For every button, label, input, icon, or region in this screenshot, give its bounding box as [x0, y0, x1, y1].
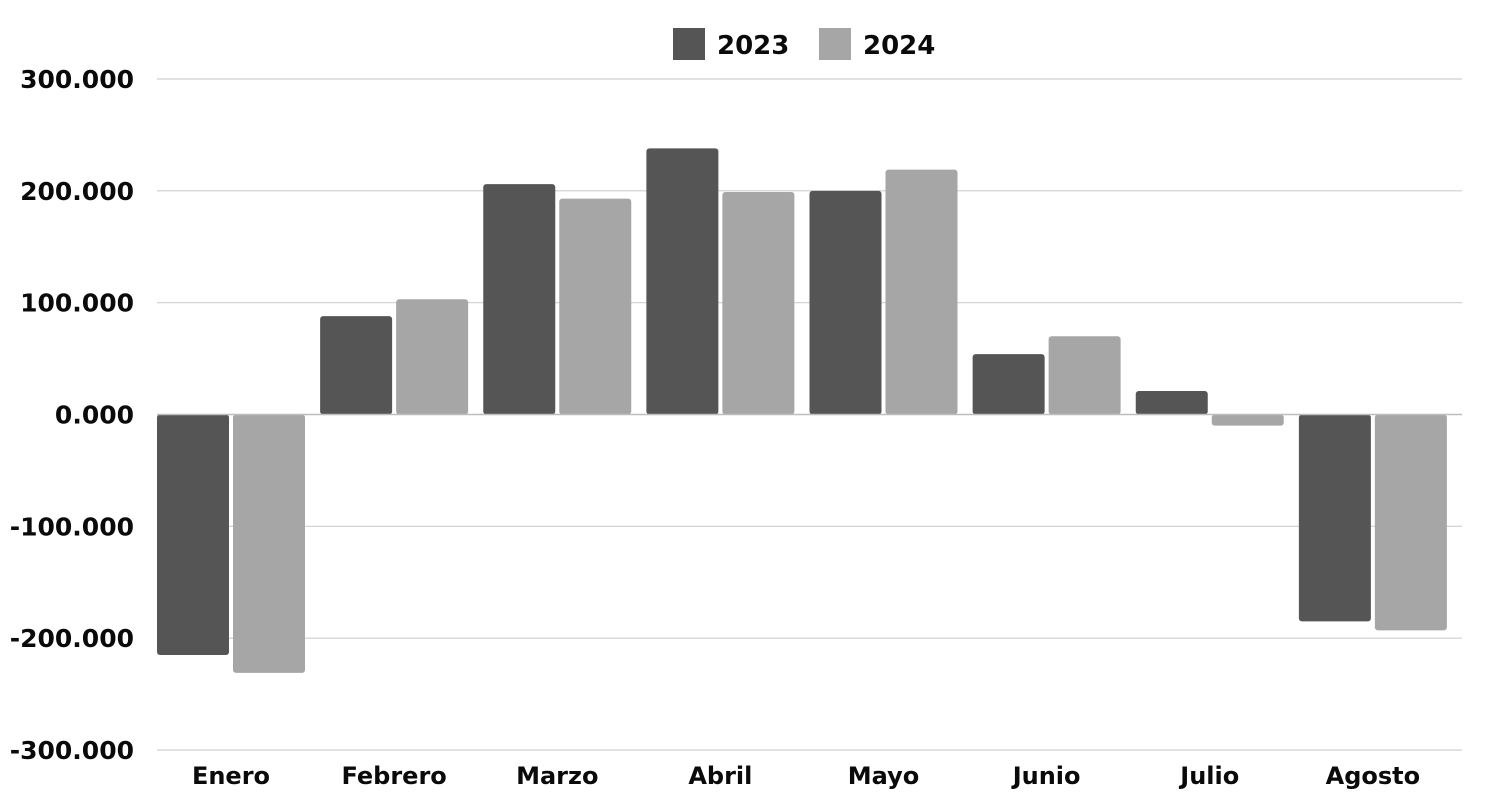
legend-swatch-2024 — [819, 28, 851, 60]
y-tick-label: -200.000 — [10, 624, 134, 653]
bar-2023-julio — [1135, 391, 1208, 415]
bar-2023-mayo — [809, 190, 882, 415]
bar-2024-enero — [233, 414, 305, 673]
x-category-label: Julio — [1178, 762, 1239, 790]
bar-2023-agosto — [1298, 414, 1371, 622]
bar-2023-abril — [646, 148, 719, 415]
bar-2024-febrero — [396, 299, 469, 415]
x-category-label: Abril — [688, 762, 752, 790]
y-tick-label: 300.000 — [20, 65, 134, 94]
y-tick-label: 0.000 — [55, 401, 134, 430]
bar-2024-julio — [1211, 414, 1284, 426]
bar-2023-febrero — [320, 316, 393, 415]
legend-label-2024: 2024 — [863, 31, 935, 61]
bar-2023-junio — [972, 354, 1045, 415]
y-tick-label: 200.000 — [20, 177, 134, 206]
legend-swatch-2023 — [673, 28, 705, 60]
legend-label-2023: 2023 — [717, 31, 789, 61]
legend: 2023 2024 — [673, 28, 935, 61]
y-tick-label: -300.000 — [10, 736, 134, 765]
y-axis-tick-labels: 300.000 200.000 100.000 0.000 -100.000 -200.0… — [10, 65, 134, 765]
x-category-label: Enero — [192, 762, 270, 790]
bar-2024-junio — [1048, 336, 1121, 415]
bars — [157, 148, 1447, 673]
x-category-label: Mayo — [848, 762, 919, 790]
x-category-label: Agosto — [1326, 762, 1421, 790]
y-tick-label: -100.000 — [10, 512, 134, 541]
bar-2024-agosto — [1374, 414, 1447, 631]
x-category-label: Junio — [1011, 762, 1081, 790]
x-category-label: Febrero — [341, 762, 446, 790]
x-axis-category-labels: Enero Febrero Marzo Abril Mayo Junio Julio Agos… — [192, 762, 1420, 790]
x-category-label: Marzo — [516, 762, 598, 790]
bar-2024-marzo — [559, 198, 632, 415]
bar-2023-enero — [157, 414, 229, 655]
bar-2024-mayo — [885, 169, 958, 415]
bar-2023-marzo — [483, 184, 556, 415]
y-tick-label: 100.000 — [20, 289, 134, 318]
bar-2024-abril — [722, 191, 795, 415]
